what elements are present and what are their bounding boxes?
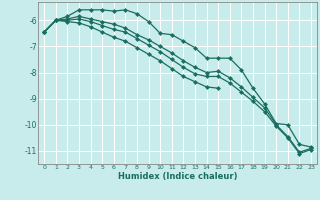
X-axis label: Humidex (Indice chaleur): Humidex (Indice chaleur) [118,172,237,181]
